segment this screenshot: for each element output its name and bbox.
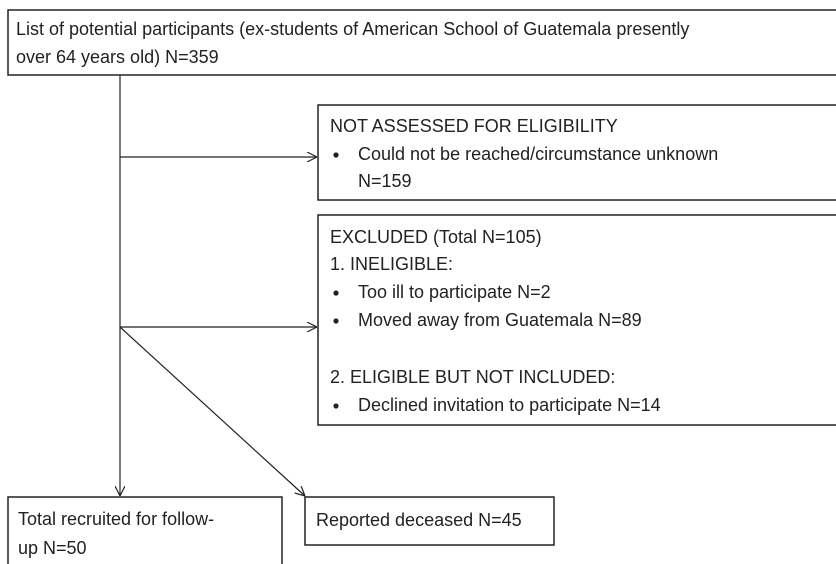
item: N=159 — [358, 171, 412, 191]
top-box — [7, 9, 836, 76]
heading: EXCLUDED (Total N=105) — [330, 227, 542, 247]
item: Moved away from Guatemala N=89 — [358, 310, 642, 330]
subheading: 2. ELIGIBLE BUT NOT INCLUDED: — [330, 367, 615, 387]
item: Declined invitation to participate N=14 — [358, 395, 661, 415]
bullet — [333, 290, 339, 296]
bullet — [333, 152, 339, 158]
item: Too ill to participate N=2 — [358, 282, 551, 302]
bullet — [333, 403, 339, 409]
not-assessed-box — [317, 104, 836, 201]
arrow-deceased — [119, 326, 305, 496]
bullet — [333, 318, 339, 324]
heading: NOT ASSESSED FOR ELIGIBILITY — [330, 116, 618, 136]
subheading: 1. INELIGIBLE: — [330, 254, 453, 274]
top-text: over 64 years old) N=359 — [16, 47, 219, 67]
top-text: List of potential participants (ex-stude… — [16, 19, 689, 39]
recruited-text: Total recruited for follow- — [18, 509, 214, 529]
deceased-box — [304, 496, 555, 546]
recruited-box — [7, 496, 283, 564]
item: Could not be reached/circumstance unknow… — [358, 144, 718, 164]
deceased-text: Reported deceased N=45 — [316, 510, 522, 530]
recruited-text: up N=50 — [18, 538, 87, 558]
excluded-box — [317, 214, 836, 426]
